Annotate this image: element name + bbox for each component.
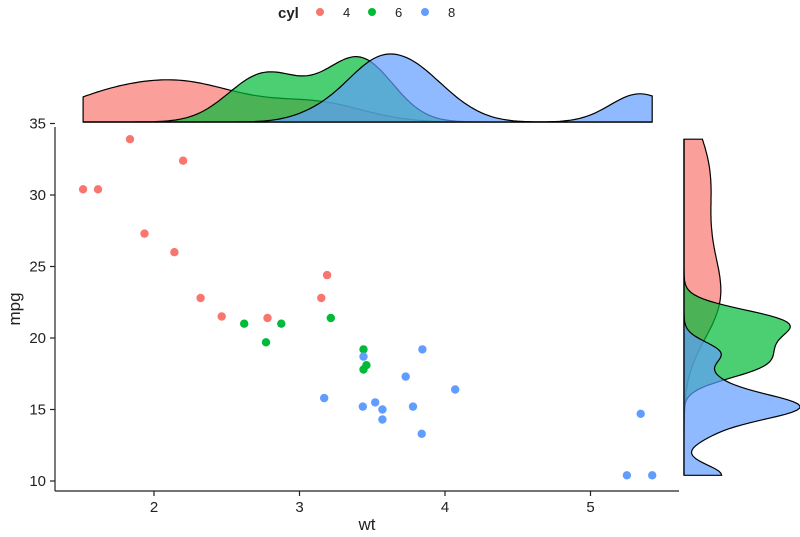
y-axis-title: mpg xyxy=(5,292,24,325)
point-cyl-4 xyxy=(322,270,332,280)
point-cyl-8 xyxy=(417,429,426,438)
x-tick-label: 3 xyxy=(295,499,303,516)
legend-key-4 xyxy=(316,8,324,16)
point-cyl-8 xyxy=(378,415,387,424)
x-tick-label: 5 xyxy=(586,499,594,516)
legend-label-6: 6 xyxy=(395,5,402,20)
y-ticks: 10 15 20 25 30 35 xyxy=(29,116,55,490)
point-cyl-8 xyxy=(648,471,657,480)
legend-entries: 4 6 8 xyxy=(316,5,455,20)
x-ticks: 2 3 4 5 xyxy=(150,491,595,516)
y-tick-label: 30 xyxy=(29,187,46,204)
point-cyl-6 xyxy=(359,345,368,354)
point-cyl-8 xyxy=(371,398,380,407)
point-cyl-4 xyxy=(170,248,179,257)
point-cyl-4 xyxy=(196,293,205,303)
point-cyl-8 xyxy=(401,372,410,381)
point-cyl-4 xyxy=(125,135,135,144)
point-cyl-6 xyxy=(261,338,271,347)
point-cyl-4 xyxy=(78,185,88,194)
point-cyl-6 xyxy=(277,319,286,328)
legend-title: cyl xyxy=(278,5,299,22)
point-cyl-6 xyxy=(326,313,335,323)
point-cyl-8 xyxy=(358,402,367,411)
y-tick-label: 35 xyxy=(29,116,46,133)
point-cyl-6 xyxy=(240,319,249,328)
legend-key-8 xyxy=(421,8,429,16)
legend-label-4: 4 xyxy=(343,5,350,20)
x-tick-label: 2 xyxy=(150,499,158,516)
point-cyl-8 xyxy=(378,405,387,414)
right-density-8 xyxy=(683,139,800,476)
point-cyl-4 xyxy=(317,293,326,303)
y-tick-label: 15 xyxy=(29,402,46,419)
x-axis-title: wt xyxy=(358,515,376,534)
axes: 2 3 4 5 10 15 20 25 30 35 xyxy=(29,116,679,516)
legend: cyl 4 6 8 xyxy=(278,5,455,22)
y-tick-label: 20 xyxy=(29,330,46,347)
point-cyl-8 xyxy=(359,352,368,361)
point-cyl-4 xyxy=(140,229,149,238)
x-tick-label: 4 xyxy=(441,499,449,516)
right-marginal-density xyxy=(683,138,800,476)
y-tick-label: 10 xyxy=(29,473,46,490)
scatter-points xyxy=(78,135,657,480)
point-cyl-8 xyxy=(408,402,418,411)
point-cyl-4 xyxy=(217,312,226,321)
top-marginal-density xyxy=(82,53,653,123)
point-cyl-4 xyxy=(263,313,272,323)
point-cyl-6 xyxy=(362,361,371,370)
point-cyl-4 xyxy=(178,156,188,165)
legend-key-6 xyxy=(368,8,376,16)
y-tick-label: 25 xyxy=(29,259,46,276)
top-density-8 xyxy=(83,53,653,123)
point-cyl-8 xyxy=(418,345,427,354)
point-cyl-4 xyxy=(93,185,103,194)
point-cyl-8 xyxy=(622,471,632,480)
point-cyl-8 xyxy=(451,385,460,394)
legend-label-8: 8 xyxy=(448,5,455,20)
point-cyl-8 xyxy=(320,393,329,403)
point-cyl-8 xyxy=(636,409,645,418)
